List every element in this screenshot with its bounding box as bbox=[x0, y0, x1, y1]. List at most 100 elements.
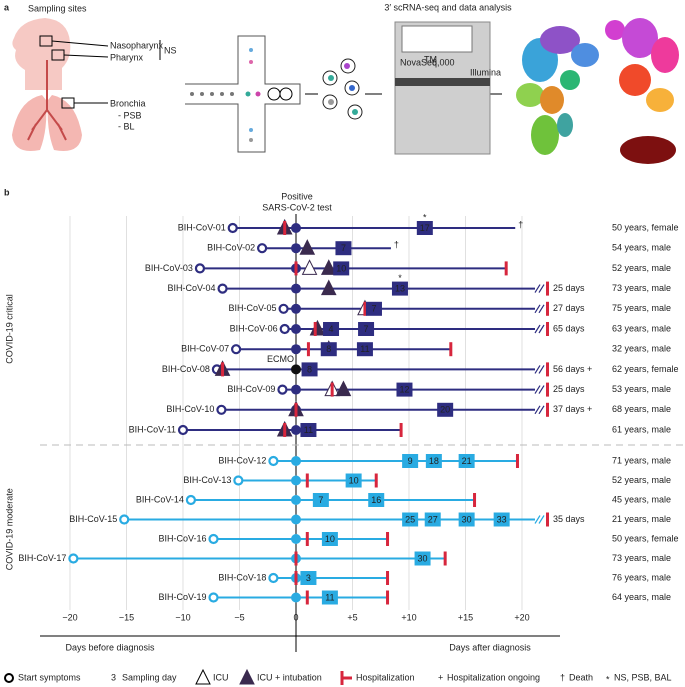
hospitalization-end bbox=[374, 473, 378, 488]
start-symptoms bbox=[208, 533, 219, 545]
sampling-label: 17 bbox=[420, 223, 430, 233]
patient-info: 71 years, male bbox=[612, 455, 671, 465]
hospitalization-start bbox=[294, 571, 298, 585]
death-mark: † bbox=[518, 219, 523, 229]
hospitalization-end bbox=[546, 322, 549, 336]
start-symptoms bbox=[194, 263, 206, 274]
hospitalization-start bbox=[305, 473, 309, 488]
sampling-day bbox=[320, 342, 337, 357]
sampling-day bbox=[365, 301, 382, 316]
start-symptoms bbox=[233, 475, 244, 486]
hospitalization-end bbox=[443, 551, 447, 566]
x-tick-label: +20 bbox=[514, 612, 529, 622]
outcome: 27 days bbox=[553, 303, 585, 313]
start-symptoms bbox=[268, 572, 279, 584]
patient-id: BIH-CoV-04 bbox=[168, 283, 216, 293]
start-symptoms bbox=[277, 384, 288, 395]
sampling-label: 10 bbox=[325, 534, 335, 544]
sampling-day bbox=[300, 423, 317, 437]
patient-info: 50 years, female bbox=[612, 533, 679, 543]
axis-break bbox=[534, 405, 545, 415]
diagnosis-point bbox=[291, 223, 301, 233]
outcome: 35 days bbox=[553, 514, 585, 524]
patient-id: BIH-CoV-12 bbox=[218, 455, 266, 465]
diagnosis-point bbox=[291, 495, 301, 505]
patient-info: 64 years, male bbox=[612, 592, 671, 602]
sample-star: * bbox=[398, 273, 402, 283]
hospitalization-start bbox=[221, 362, 225, 377]
axis-break bbox=[534, 324, 545, 334]
icu-intubation bbox=[320, 259, 337, 275]
legend-label: Death bbox=[569, 672, 593, 682]
sampling-label: 30 bbox=[462, 514, 472, 524]
legend-label: NS, PSB, BAL bbox=[614, 672, 672, 682]
icu-intubation bbox=[320, 279, 337, 296]
sampling-day bbox=[300, 571, 317, 585]
patient-id: BIH-CoV-13 bbox=[183, 475, 231, 485]
legend-symbol: + bbox=[438, 672, 443, 682]
x-tick-label: −15 bbox=[119, 612, 134, 622]
hospitalization-end bbox=[449, 342, 453, 357]
sampling-day bbox=[458, 512, 475, 527]
diagnosis-point bbox=[291, 534, 301, 544]
sampling-day bbox=[416, 221, 433, 235]
diagnosis-point bbox=[291, 592, 301, 603]
sampling-label: 10 bbox=[349, 475, 359, 485]
patient-id: BIH-CoV-07 bbox=[181, 344, 229, 354]
patient-id: BIH-CoV-01 bbox=[178, 222, 226, 232]
patient-info: 68 years, male bbox=[612, 404, 671, 414]
sampling-day bbox=[402, 454, 419, 468]
patient-id: BIH-CoV-05 bbox=[229, 303, 277, 313]
group-label: COVID-19 critical bbox=[4, 294, 14, 364]
legend-label: Hospitalization ongoing bbox=[447, 672, 540, 682]
panel-title: Sampling sites bbox=[28, 3, 87, 13]
axis-break bbox=[534, 515, 545, 524]
hospitalization-start bbox=[363, 301, 367, 316]
patient-info: 50 years, female bbox=[612, 222, 679, 232]
death-mark: † bbox=[394, 240, 399, 250]
sampling-label: 11 bbox=[304, 425, 313, 435]
legend-symbol: * bbox=[606, 674, 610, 684]
sampling-day bbox=[391, 281, 408, 296]
panel-letter: a bbox=[4, 2, 10, 12]
patient-id: BIH-CoV-11 bbox=[129, 424, 176, 434]
brand: TM bbox=[424, 54, 437, 64]
patient-id: BIH-CoV-08 bbox=[162, 364, 210, 374]
hospitalization-start bbox=[283, 221, 287, 235]
hospitalization-end bbox=[546, 301, 549, 316]
diagnosis-point bbox=[291, 514, 301, 525]
patient-id: BIH-CoV-06 bbox=[230, 323, 278, 333]
patient-info: 32 years, male bbox=[612, 344, 671, 354]
cell-nuclei bbox=[328, 63, 358, 115]
axis-break bbox=[534, 385, 545, 394]
patient-info: 62 years, female bbox=[612, 364, 679, 374]
legend-symbol bbox=[340, 671, 352, 685]
sampling-day bbox=[402, 512, 419, 527]
sampling-label: 7 bbox=[341, 243, 346, 253]
patient-info: 73 years, male bbox=[612, 553, 671, 563]
sampling-label: 7 bbox=[364, 324, 369, 334]
ecmo-point bbox=[291, 364, 301, 375]
axis-break bbox=[534, 365, 545, 374]
site-label: - BL bbox=[118, 121, 135, 131]
hospitalization-end bbox=[386, 590, 390, 605]
icu-intubation bbox=[299, 239, 316, 255]
patient-id: BIH-CoV-17 bbox=[18, 553, 66, 563]
site-label: Nasopharynx bbox=[110, 40, 164, 50]
sampling-day bbox=[425, 454, 442, 468]
legend-label: ICU + intubation bbox=[257, 672, 322, 682]
sampling-label: 18 bbox=[429, 456, 439, 466]
hospitalization-start bbox=[330, 382, 334, 397]
x-tick-label: −10 bbox=[175, 612, 190, 622]
panel-title: 3′ scRNA-seq and data analysis bbox=[384, 2, 512, 12]
outcome: 25 days bbox=[553, 384, 585, 394]
patient-info: 45 years, male bbox=[612, 494, 671, 504]
group-label: COVID-19 moderate bbox=[4, 488, 14, 570]
hospitalization-end bbox=[386, 532, 390, 546]
start-symptoms bbox=[177, 424, 189, 436]
cells bbox=[322, 58, 363, 120]
legend-label: Hospitalization bbox=[356, 672, 415, 682]
patient-id: BIH-CoV-14 bbox=[136, 494, 184, 504]
start-symptoms bbox=[217, 283, 228, 294]
